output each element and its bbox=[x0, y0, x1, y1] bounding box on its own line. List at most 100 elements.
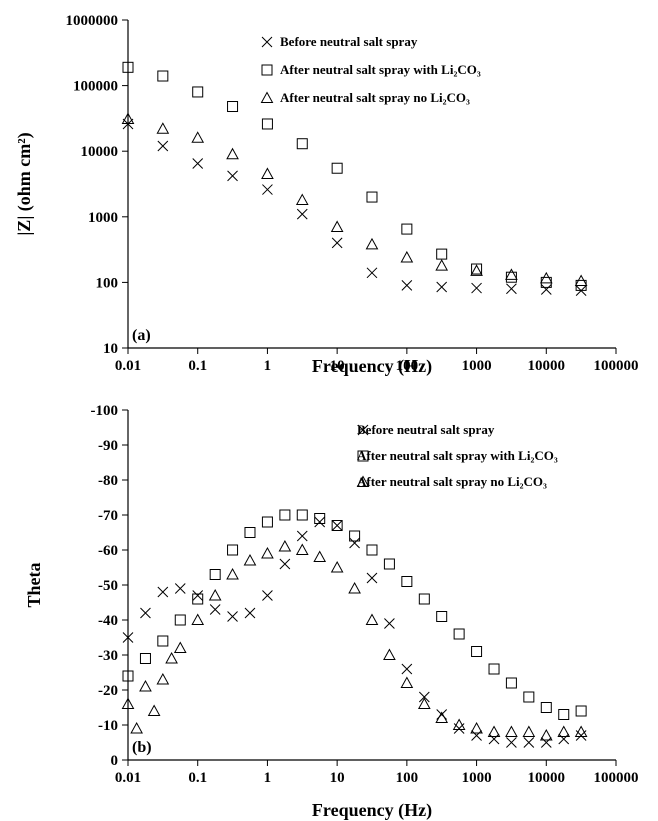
legend-marker bbox=[260, 91, 274, 103]
data-point bbox=[139, 653, 151, 664]
data-point bbox=[314, 516, 326, 528]
data-point bbox=[574, 274, 588, 287]
data-point bbox=[296, 138, 308, 150]
y-tick-label: 1000 bbox=[88, 210, 118, 226]
data-point bbox=[173, 641, 187, 653]
data-point bbox=[295, 193, 309, 206]
data-point bbox=[209, 604, 221, 615]
x-tick-label: 100000 bbox=[594, 770, 639, 786]
data-point bbox=[418, 691, 430, 703]
y-tick-label: -60 bbox=[98, 543, 118, 559]
data-point bbox=[365, 613, 379, 625]
data-point bbox=[209, 569, 221, 580]
series-1 bbox=[122, 516, 587, 748]
data-point bbox=[505, 268, 518, 280]
y-tick-label: 100000 bbox=[73, 79, 118, 95]
data-point bbox=[522, 725, 536, 737]
data-point bbox=[436, 248, 448, 260]
y-tick-label: 100 bbox=[96, 275, 119, 291]
y-tick-label: -80 bbox=[98, 473, 118, 489]
data-point bbox=[244, 607, 256, 619]
data-point bbox=[296, 530, 308, 542]
x-tick-label: 0.01 bbox=[115, 358, 141, 374]
x-tick-label: 100000 bbox=[594, 358, 639, 374]
data-point bbox=[400, 250, 414, 263]
data-point bbox=[558, 709, 570, 720]
data-point bbox=[488, 733, 500, 745]
data-point bbox=[575, 705, 587, 717]
data-point bbox=[435, 711, 449, 723]
x-axis-label: Frequency (Hz) bbox=[312, 356, 432, 377]
data-point bbox=[330, 560, 344, 573]
y-tick-label: -10 bbox=[98, 718, 118, 734]
data-point bbox=[331, 520, 343, 531]
data-point bbox=[417, 697, 431, 709]
y-axis-label: Theta bbox=[24, 563, 44, 608]
data-point bbox=[349, 530, 361, 542]
data-point bbox=[366, 191, 378, 203]
data-point bbox=[261, 118, 273, 130]
data-point bbox=[471, 282, 482, 294]
data-point bbox=[540, 284, 552, 295]
data-point bbox=[226, 147, 239, 160]
x-axis-label: Frequency (Hz) bbox=[312, 800, 432, 821]
data-point bbox=[558, 733, 570, 745]
x-tick-label: 10 bbox=[330, 770, 345, 786]
data-point bbox=[453, 628, 465, 640]
y-tick-label: -20 bbox=[98, 683, 118, 699]
data-point bbox=[191, 613, 205, 625]
data-point bbox=[470, 721, 483, 734]
series-3 bbox=[121, 112, 588, 287]
legend-marker bbox=[261, 64, 273, 76]
legend-label: After neutral salt spray with Li₂CO₃ bbox=[357, 448, 558, 463]
data-point bbox=[471, 263, 483, 275]
data-point bbox=[366, 267, 378, 279]
data-point bbox=[174, 583, 186, 594]
data-point bbox=[192, 590, 204, 601]
x-tick-label: 10000 bbox=[528, 358, 566, 374]
data-point bbox=[401, 223, 413, 235]
y-tick-label: -30 bbox=[98, 648, 118, 664]
data-point bbox=[157, 586, 169, 598]
legend-label: After neutral salt spray no Li₂CO₃ bbox=[280, 90, 470, 105]
data-point bbox=[156, 122, 170, 134]
data-point bbox=[506, 283, 517, 295]
legend-marker bbox=[357, 424, 369, 436]
data-point bbox=[436, 611, 448, 622]
data-point bbox=[400, 676, 414, 688]
data-point bbox=[192, 593, 204, 605]
x-tick-label: 10000 bbox=[528, 770, 566, 786]
data-point bbox=[157, 70, 169, 82]
legend-marker bbox=[357, 450, 369, 462]
x-tick-label: 1 bbox=[264, 770, 272, 786]
data-point bbox=[279, 509, 291, 521]
data-point bbox=[331, 162, 343, 174]
panel-label: (a) bbox=[132, 327, 151, 344]
data-point bbox=[348, 581, 361, 594]
x-tick-label: 10 bbox=[330, 358, 345, 374]
data-point bbox=[121, 697, 135, 709]
data-point bbox=[130, 721, 143, 734]
x-tick-label: 0.1 bbox=[188, 770, 207, 786]
data-point bbox=[523, 737, 535, 748]
data-point bbox=[418, 593, 430, 605]
x-tick-label: 1000 bbox=[462, 358, 492, 374]
data-point bbox=[191, 131, 205, 143]
legend-label: Before neutral salt spray bbox=[280, 34, 418, 49]
panel-label: (b) bbox=[132, 739, 152, 756]
y-tick-label: -100 bbox=[91, 403, 119, 419]
data-point bbox=[261, 546, 274, 559]
data-point bbox=[314, 513, 326, 524]
data-point bbox=[401, 663, 413, 675]
x-tick-label: 100 bbox=[396, 770, 419, 786]
data-point bbox=[540, 737, 552, 748]
data-point bbox=[574, 725, 588, 737]
data-point bbox=[540, 702, 552, 713]
data-point bbox=[227, 544, 239, 556]
data-point bbox=[192, 158, 204, 169]
series-2 bbox=[122, 509, 587, 720]
data-point bbox=[506, 737, 517, 748]
data-point bbox=[401, 576, 413, 587]
x-tick-label: 1000 bbox=[462, 770, 492, 786]
